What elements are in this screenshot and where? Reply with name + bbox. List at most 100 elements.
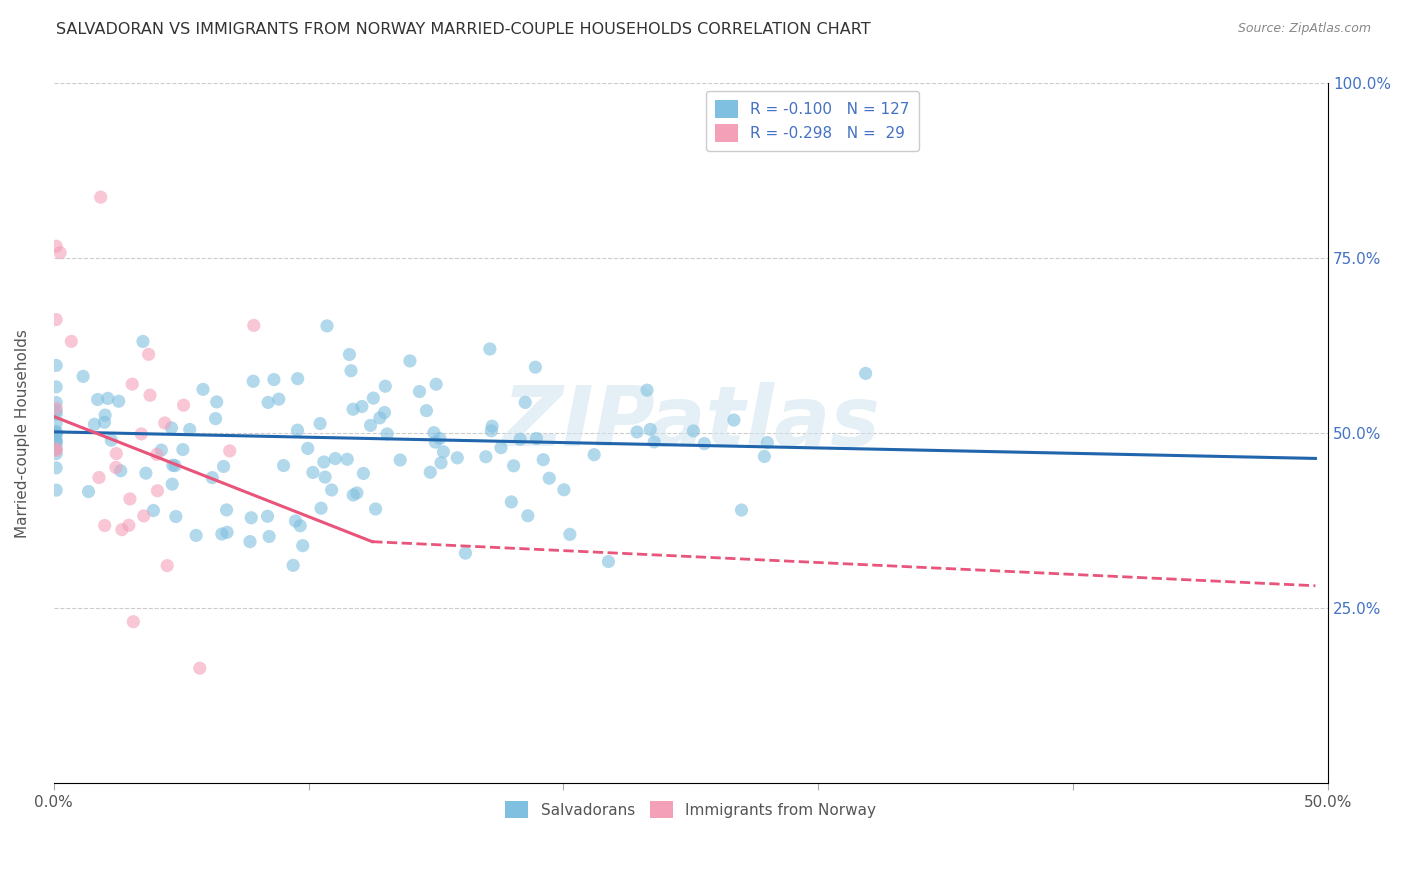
Point — [756, 435, 779, 450]
Point — [135, 466, 157, 480]
Point — [45, 447, 67, 461]
Point — [132, 508, 155, 523]
Point — [146, 483, 169, 498]
Point — [489, 441, 512, 455]
Point — [415, 403, 437, 417]
Point — [478, 342, 501, 356]
Point — [104, 460, 127, 475]
Point — [501, 495, 523, 509]
Point — [60, 334, 83, 349]
Point — [363, 391, 385, 405]
Point — [188, 661, 211, 675]
Point — [242, 374, 264, 388]
Point — [558, 527, 581, 541]
Point — [218, 443, 240, 458]
Point — [364, 502, 387, 516]
Point — [524, 360, 547, 375]
Point — [242, 318, 264, 333]
Text: ZIPatlas: ZIPatlas — [502, 383, 880, 463]
Point — [256, 509, 278, 524]
Point — [287, 372, 309, 386]
Point — [93, 415, 115, 429]
Point — [429, 432, 451, 446]
Point — [297, 442, 319, 456]
Point — [205, 395, 228, 409]
Point — [754, 450, 776, 464]
Point — [86, 392, 108, 407]
Point — [211, 527, 233, 541]
Point — [682, 424, 704, 438]
Point — [339, 347, 361, 361]
Point — [131, 426, 153, 441]
Point — [314, 470, 336, 484]
Point — [287, 423, 309, 437]
Text: SALVADORAN VS IMMIGRANTS FROM NORWAY MARRIED-COUPLE HOUSEHOLDS CORRELATION CHART: SALVADORAN VS IMMIGRANTS FROM NORWAY MAR… — [56, 22, 870, 37]
Point — [693, 436, 716, 450]
Point — [118, 518, 141, 533]
Point — [626, 425, 648, 439]
Point — [45, 395, 67, 409]
Point — [263, 373, 285, 387]
Point — [516, 508, 538, 523]
Point — [45, 434, 67, 449]
Point — [156, 558, 179, 573]
Point — [215, 503, 238, 517]
Point — [118, 491, 141, 506]
Point — [430, 456, 453, 470]
Point — [419, 465, 441, 479]
Point — [107, 394, 129, 409]
Point — [162, 458, 184, 473]
Point — [45, 437, 67, 451]
Point — [730, 503, 752, 517]
Point — [132, 334, 155, 349]
Point — [77, 484, 100, 499]
Point — [360, 418, 382, 433]
Point — [425, 435, 447, 450]
Point — [184, 528, 207, 542]
Point — [45, 407, 67, 421]
Point — [204, 411, 226, 425]
Point — [173, 398, 195, 412]
Point — [45, 460, 67, 475]
Point — [191, 383, 214, 397]
Point — [432, 444, 454, 458]
Point — [336, 452, 359, 467]
Point — [509, 432, 531, 446]
Point — [97, 392, 120, 406]
Point — [583, 448, 606, 462]
Point — [273, 458, 295, 473]
Point — [150, 443, 173, 458]
Point — [312, 455, 335, 469]
Point — [87, 470, 110, 484]
Point — [45, 380, 67, 394]
Point — [425, 377, 447, 392]
Point — [316, 318, 339, 333]
Point — [454, 546, 477, 560]
Point — [153, 416, 176, 430]
Point — [346, 486, 368, 500]
Point — [479, 424, 502, 438]
Point — [423, 425, 446, 440]
Point — [321, 483, 343, 497]
Point — [100, 434, 122, 448]
Point — [212, 459, 235, 474]
Point — [855, 367, 877, 381]
Point — [643, 434, 665, 449]
Point — [93, 518, 115, 533]
Point — [257, 395, 280, 409]
Point — [122, 615, 145, 629]
Point — [636, 383, 658, 397]
Point — [284, 514, 307, 528]
Point — [138, 347, 160, 361]
Point — [45, 425, 67, 439]
Point — [45, 442, 67, 456]
Point — [72, 369, 94, 384]
Text: Source: ZipAtlas.com: Source: ZipAtlas.com — [1237, 22, 1371, 36]
Y-axis label: Married-couple Households: Married-couple Households — [15, 329, 30, 538]
Point — [45, 426, 67, 441]
Point — [160, 477, 183, 491]
Point — [179, 423, 201, 437]
Point — [240, 510, 263, 524]
Point — [309, 501, 332, 516]
Point — [598, 555, 620, 569]
